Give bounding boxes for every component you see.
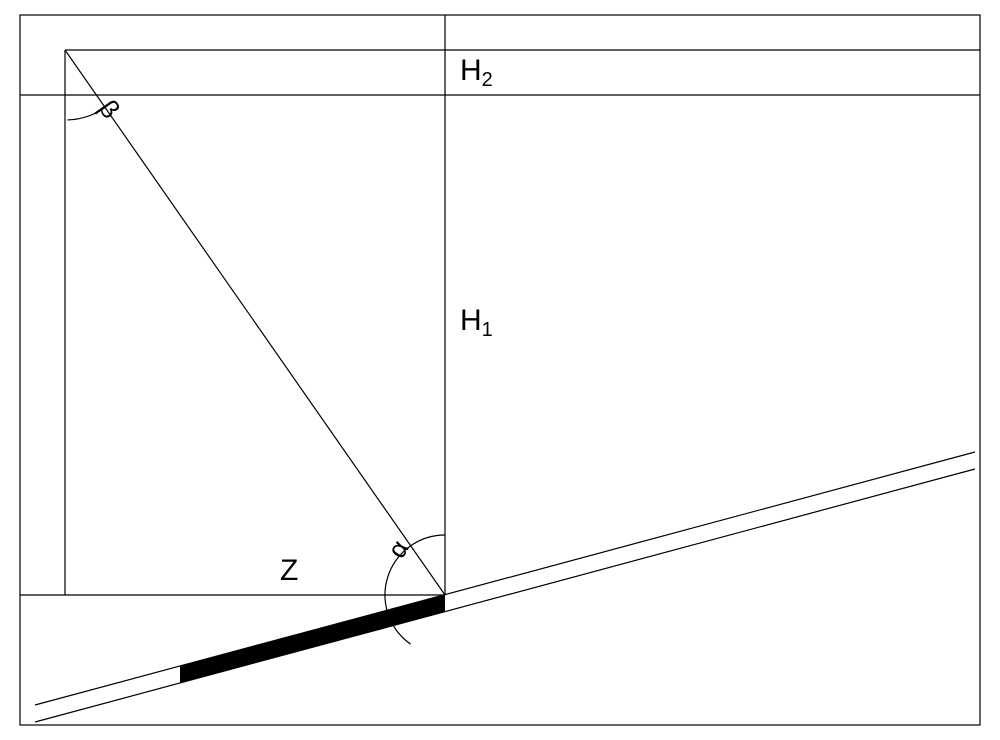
label-alpha: α (381, 535, 414, 563)
hypotenuse-line (65, 50, 445, 595)
label-z: Z (280, 554, 298, 587)
outer-frame (20, 15, 980, 725)
label-beta: β (93, 94, 126, 123)
black-bar (180, 595, 445, 683)
slope-top-line (35, 452, 975, 705)
label-h2: H2 (460, 54, 493, 91)
label-h1: H1 (460, 304, 493, 341)
